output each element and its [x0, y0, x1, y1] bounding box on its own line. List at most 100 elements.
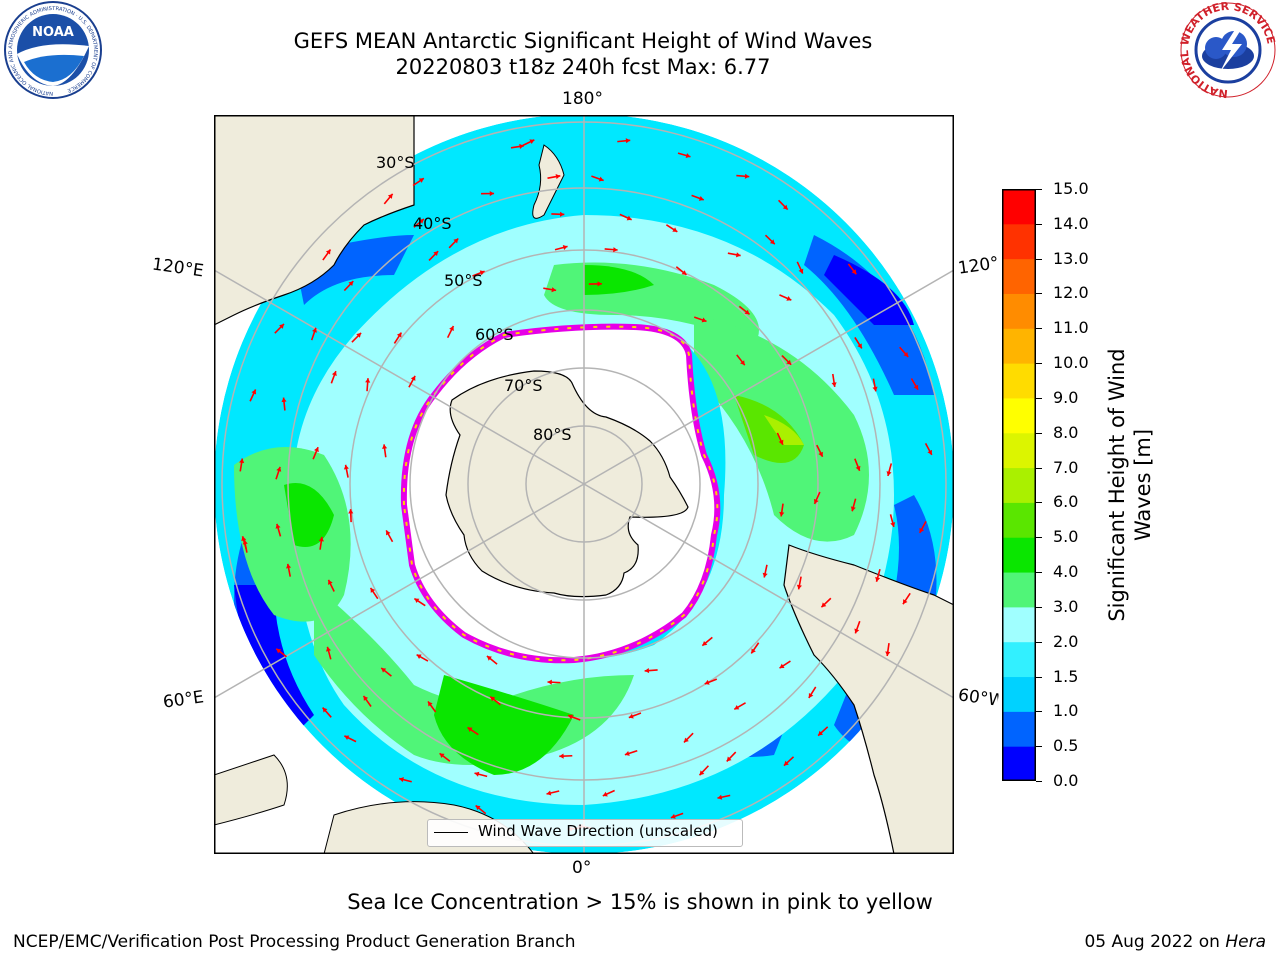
wave-arrow-head: [322, 707, 328, 713]
colorbar-tick-label: 11.0: [1053, 318, 1089, 338]
wave-arrow-head: [851, 269, 857, 275]
colorbar-tick-mark: [1036, 258, 1042, 260]
wave-arrow-head: [314, 447, 319, 453]
madagascar-land: [214, 754, 288, 826]
colorbar-tick-mark: [1036, 676, 1042, 678]
wave-arrow-head: [559, 211, 565, 217]
sea-ice-note: Sea Ice Concentration > 15% is shown in …: [347, 890, 933, 914]
lat-label-80s: 80°S: [533, 425, 572, 444]
colorbar-swatch: [1002, 502, 1036, 538]
wave-arrow-head: [241, 536, 247, 542]
wave-arrow-head: [343, 464, 349, 470]
wave-arrow-head: [818, 451, 823, 457]
wave-arrow-head: [786, 296, 792, 301]
wave-arrow-head: [613, 247, 618, 253]
wave-arrow-head: [813, 498, 819, 504]
wave-arrow-head: [735, 252, 741, 258]
lon-label-left-lower: 60°E: [161, 687, 206, 713]
wave-arrow-head: [779, 511, 785, 517]
lon-label-bottom: 0°: [572, 858, 592, 878]
wave-arrow-head: [410, 375, 416, 381]
wave-arrow-head: [875, 576, 881, 582]
wave-arrow-head: [890, 522, 896, 527]
wave-arrow-head: [778, 439, 784, 445]
colorbar-swatch: [1002, 328, 1036, 364]
colorbar-swatch: [1002, 676, 1036, 712]
wave-arrow-head: [740, 360, 745, 366]
sea-ice-edge-yellow: [402, 325, 719, 662]
wave-arrow-head: [702, 640, 708, 646]
wave-arrow-head: [919, 527, 925, 533]
colorbar-swatch: [1002, 293, 1036, 329]
wave-arrow-head: [850, 506, 856, 512]
wave-arrow-head: [551, 287, 557, 293]
wave-arrow-head: [681, 270, 687, 275]
lat-label-50s: 50°S: [444, 271, 483, 290]
wave-arrow-head: [857, 343, 862, 349]
chart-subtitle: 20220803 t18z 240h fcst Max: 6.77: [395, 55, 771, 79]
wave-arrow-head: [396, 332, 402, 338]
colorbar-tick-mark: [1036, 641, 1042, 643]
wave-arrow-head: [382, 444, 388, 449]
svg-text:NOAA: NOAA: [32, 25, 74, 40]
wave-arrow-head: [381, 667, 387, 673]
wave-arrow-head: [734, 704, 740, 710]
lon-label-right-upper: 120°W: [956, 253, 1000, 279]
wave-arrow-head: [519, 143, 524, 150]
colorbar-swatch: [1002, 537, 1036, 573]
wave-arrow-head: [701, 317, 707, 323]
wave-arrow-head: [902, 599, 908, 605]
colorbar-tick-mark: [1036, 223, 1042, 225]
wave-arrow-head: [486, 656, 492, 661]
wave-arrow-head: [467, 727, 473, 732]
lon-label-right-lower: 60°W: [956, 685, 1000, 711]
colorbar-tick-mark: [1036, 537, 1042, 539]
colorbar-swatch: [1002, 572, 1036, 608]
legend-box: [427, 819, 743, 847]
lat-label-40s: 40°S: [413, 214, 452, 233]
wave-arrow-head: [251, 389, 257, 395]
south-america-land: [783, 544, 954, 854]
wave-arrow-head: [927, 449, 932, 455]
colorbar-tick-mark: [1036, 711, 1042, 713]
colorbar-tick-mark: [1036, 189, 1042, 190]
colorbar-tick-label: 14.0: [1053, 213, 1089, 233]
wave-arrow-head: [365, 378, 371, 383]
legend-label: Wind Wave Direction (unscaled): [478, 822, 718, 840]
australia-land: [214, 115, 415, 326]
wave-arrow-head: [855, 465, 861, 471]
wave-arrow-head: [699, 770, 705, 776]
wave-arrow-head: [555, 174, 561, 180]
wave-arrow-head: [275, 523, 281, 529]
wave-arrow-head: [547, 679, 552, 685]
colorbar-tick-mark: [1036, 293, 1042, 295]
colorbar-swatch: [1002, 223, 1036, 260]
colorbar-swatch: [1002, 432, 1036, 469]
map-border: [214, 115, 954, 854]
wave-arrow-head: [312, 327, 317, 333]
colorbar-tick-label: 10.0: [1053, 353, 1089, 373]
wave-arrow-head: [624, 750, 630, 756]
wave-arrow-head: [474, 771, 480, 777]
footer-date: 05 Aug 2022 on Hera: [1084, 932, 1266, 952]
lat-label-30s: 30°S: [376, 153, 415, 172]
colorbar-swatch: [1002, 711, 1036, 747]
colorbar-tick-label: 9.0: [1053, 387, 1079, 407]
colorbar: [1002, 189, 1036, 781]
new-zealand-land: [532, 144, 565, 219]
chart-title: GEFS MEAN Antarctic Significant Height o…: [293, 29, 873, 53]
lon-label-top: 180°: [562, 89, 603, 109]
wave-arrow-head: [331, 371, 337, 377]
wave-arrow-head: [602, 791, 608, 797]
lon-label-left-upper: 120°E: [150, 254, 205, 282]
colorbar-tick-label: 1.0: [1053, 701, 1079, 721]
wave-arrow-head: [798, 268, 804, 274]
wave-arrow-head: [529, 139, 535, 145]
wave-arrow-head: [453, 238, 459, 244]
colorbar-tick-label: 7.0: [1053, 457, 1079, 477]
colorbar-tick-mark: [1036, 363, 1042, 365]
colorbar-tick-label: 0.0: [1053, 771, 1079, 790]
legend-line-swatch: [434, 832, 468, 833]
wave-arrow-head: [416, 654, 422, 660]
wave-arrow-head: [414, 598, 420, 604]
